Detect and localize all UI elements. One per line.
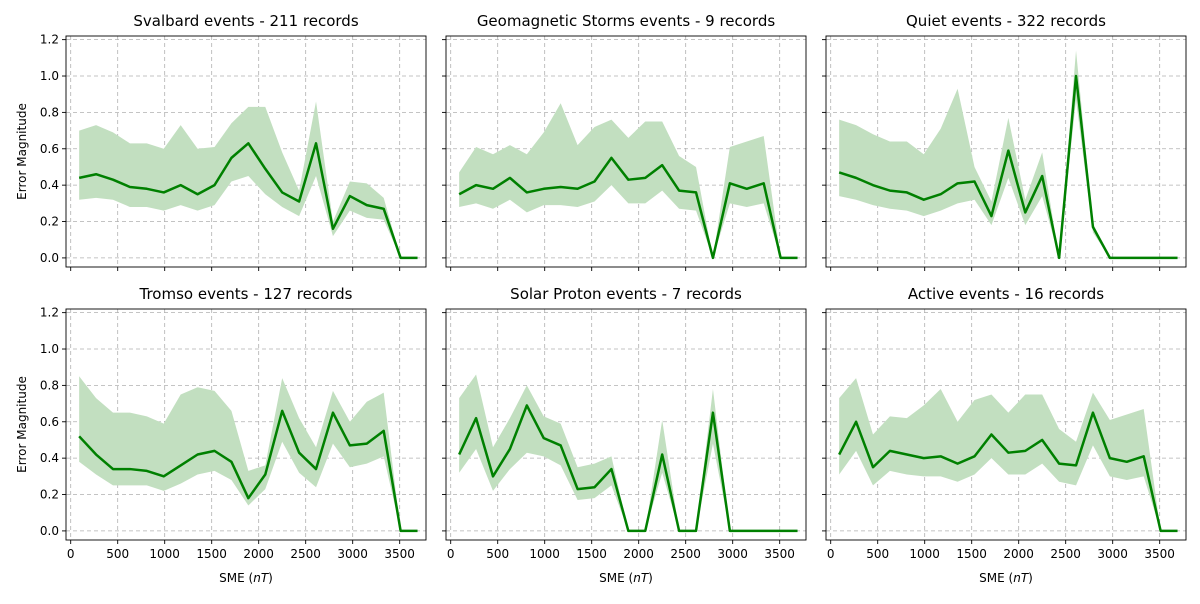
x-tick-label: 3000	[717, 547, 748, 561]
x-axis-label: SME (nT)	[599, 571, 653, 585]
y-tick-label: 0.4	[40, 451, 59, 465]
y-tick-label: 1.0	[40, 69, 59, 83]
x-tick-label: 2500	[670, 547, 701, 561]
subplot-title: Quiet events - 322 records	[906, 12, 1106, 30]
mean-error-line	[458, 404, 798, 533]
mean-error-line	[78, 142, 418, 260]
x-tick-label: 3000	[1097, 547, 1128, 561]
x-tick-label: 2000	[243, 547, 274, 561]
y-axis-label: Error Magnitude	[15, 376, 29, 473]
y-tick-label: 0.0	[40, 524, 59, 538]
x-tick-label: 1000	[149, 547, 180, 561]
x-tick-label: 1500	[576, 547, 607, 561]
subplot-6: 0 500 1000 1500 2000 2500 3000 3500 Active event…	[822, 285, 1187, 585]
axes-frame	[445, 35, 807, 268]
axes-frame	[825, 35, 1187, 268]
x-tick-label: 3500	[384, 547, 415, 561]
subplot-title: Tromso events - 127 records	[139, 285, 353, 303]
x-tick-label: 2500	[290, 547, 321, 561]
y-tick-label: 0.2	[40, 488, 59, 502]
x-tick-label: 1500	[196, 547, 227, 561]
x-axis-unit: nT	[633, 571, 650, 585]
x-tick-label: 3500	[764, 547, 795, 561]
error-band	[79, 376, 418, 531]
error-band	[459, 374, 798, 531]
subplot-2: Geomagnetic Storms events - 9 records	[442, 12, 807, 271]
y-tick-label: 1.0	[40, 342, 59, 356]
x-tick-label: 2000	[623, 547, 654, 561]
y-tick-label: 1.2	[40, 306, 59, 320]
x-tick-label: 500	[866, 547, 889, 561]
x-tick-label: 500	[486, 547, 509, 561]
x-tick-label: 0	[827, 547, 835, 561]
y-tick-label: 0.0	[40, 251, 59, 265]
mean-error-line	[78, 409, 418, 533]
x-tick-label: 0	[67, 547, 75, 561]
subplot-title: Active events - 16 records	[908, 285, 1104, 303]
x-tick-label: 3000	[337, 547, 368, 561]
error-band	[79, 101, 418, 258]
mean-error-line	[458, 156, 798, 260]
x-tick-label: 2000	[1003, 547, 1034, 561]
x-tick-label: 2500	[1050, 547, 1081, 561]
axes-frame	[65, 35, 427, 268]
axes-frame	[445, 308, 807, 541]
subplot-title: Solar Proton events - 7 records	[510, 285, 742, 303]
subplot-5: 0 500 1000 1500 2000 2500 3000 3500 Solar Proton…	[442, 285, 807, 585]
y-tick-label: 0.8	[40, 378, 59, 392]
y-tick-label: 0.4	[40, 178, 59, 192]
error-band	[839, 378, 1178, 531]
x-tick-label: 0	[447, 547, 455, 561]
mean-error-line	[838, 74, 1178, 260]
subplot-1: 0.0 0.2 0.4 0.6 0.8 1.0 1.2 Svalbard events - 2…	[15, 12, 427, 271]
y-tick-label: 0.6	[40, 415, 59, 429]
subplot-title: Svalbard events - 211 records	[133, 12, 358, 30]
y-tick-label: 1.2	[40, 33, 59, 47]
y-tick-label: 0.2	[40, 215, 59, 229]
subplot-4: 0 500 1000 1500 2000 2500 3000 3500 0.0 0.2 0.4 0.6…	[15, 285, 427, 585]
axes-frame	[65, 308, 427, 541]
subplot-title: Geomagnetic Storms events - 9 records	[477, 12, 776, 30]
x-tick-label: 1000	[909, 547, 940, 561]
subplot-3: Quiet events - 322 records	[822, 12, 1187, 271]
axes-frame	[825, 308, 1187, 541]
x-tick-label: 1000	[529, 547, 560, 561]
x-tick-label: 1500	[956, 547, 987, 561]
y-axis-label: Error Magnitude	[15, 103, 29, 200]
mean-error-line	[838, 411, 1178, 533]
x-axis-label: SME (nT)	[979, 571, 1033, 585]
x-axis-unit: nT	[253, 571, 270, 585]
x-axis-unit: nT	[1013, 571, 1030, 585]
x-tick-label: 500	[106, 547, 129, 561]
y-tick-label: 0.6	[40, 142, 59, 156]
x-axis-label: SME (nT)	[219, 571, 273, 585]
y-tick-label: 0.8	[40, 105, 59, 119]
x-tick-label: 3500	[1144, 547, 1175, 561]
